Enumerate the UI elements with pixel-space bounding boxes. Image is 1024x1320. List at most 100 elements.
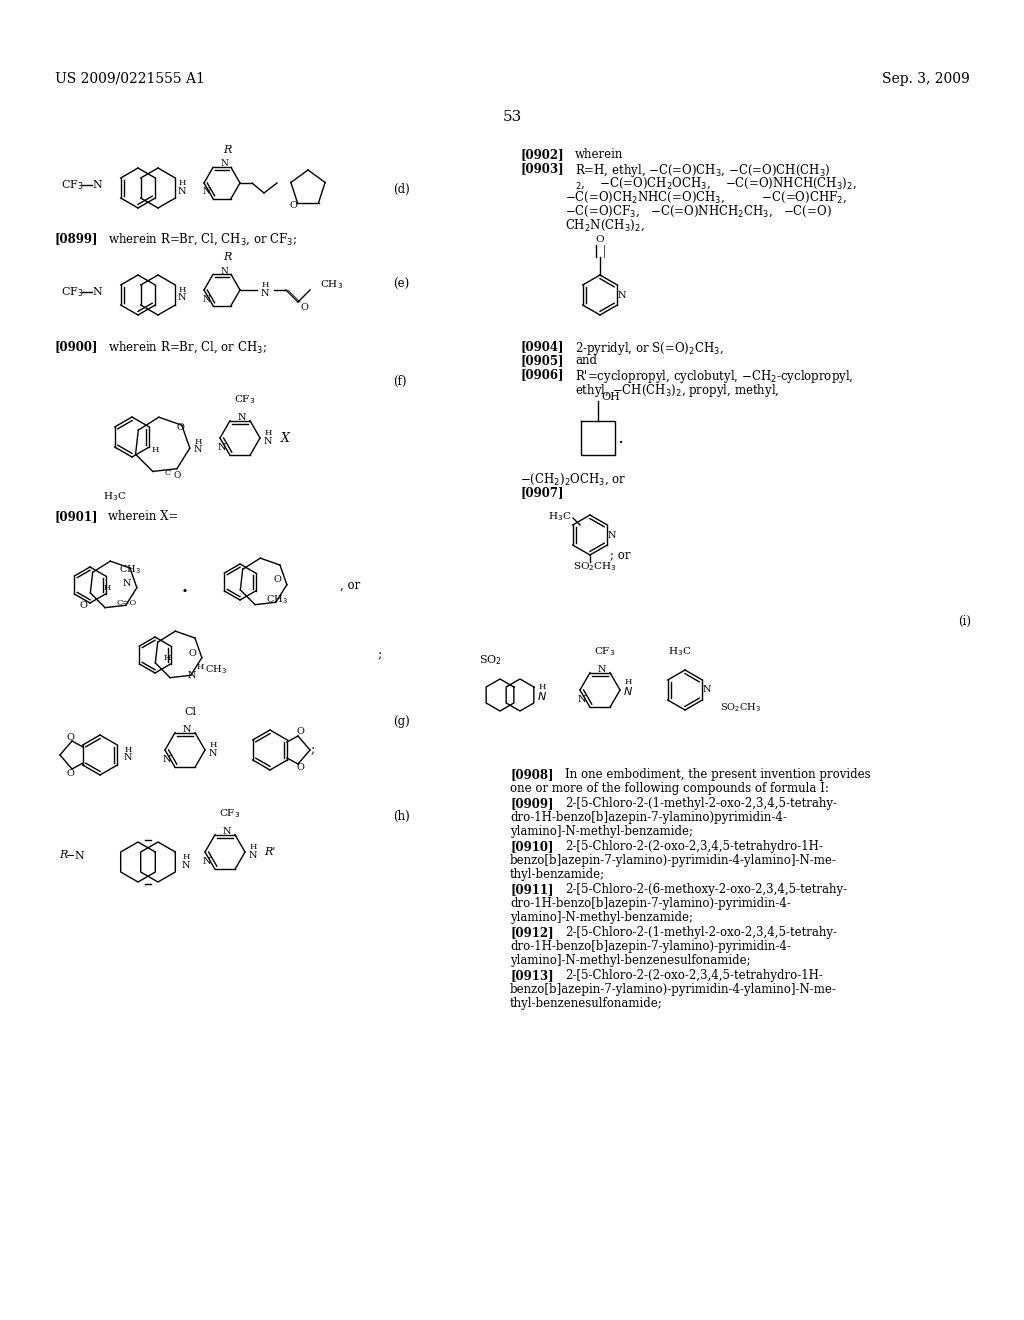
Text: [0902]: [0902] xyxy=(520,148,563,161)
Text: O: O xyxy=(67,768,74,777)
Text: O: O xyxy=(300,304,308,313)
Text: N: N xyxy=(220,267,228,276)
Text: $\underset{}{N}$: $\underset{}{N}$ xyxy=(537,690,547,700)
Text: H: H xyxy=(209,741,217,748)
Text: [0899]: [0899] xyxy=(55,232,98,246)
Text: H: H xyxy=(625,678,632,686)
Text: (g): (g) xyxy=(393,715,410,729)
Text: In one embodiment, the present invention provides: In one embodiment, the present invention… xyxy=(565,768,870,781)
Text: [0905]: [0905] xyxy=(520,354,563,367)
Text: H: H xyxy=(178,180,185,187)
Text: CH$_3$: CH$_3$ xyxy=(205,664,227,676)
Text: N: N xyxy=(181,861,190,870)
Text: H: H xyxy=(124,746,132,754)
Text: R: R xyxy=(58,850,68,861)
Text: (f): (f) xyxy=(393,375,407,388)
Text: N: N xyxy=(598,664,606,673)
Text: CF$_3$: CF$_3$ xyxy=(594,645,615,659)
Text: $-$C(=O)CF$_3$,   $-$C(=O)NHCH$_2$CH$_3$,   $-$C(=O): $-$C(=O)CF$_3$, $-$C(=O)NHCH$_2$CH$_3$, … xyxy=(565,205,831,219)
Text: ; or: ; or xyxy=(610,548,631,561)
Text: ethyl, $-$CH(CH$_3$)$_2$, propyl, methyl,: ethyl, $-$CH(CH$_3$)$_2$, propyl, methyl… xyxy=(575,381,779,399)
Text: $_2$,    $-$C(=O)CH$_2$OCH$_3$,    $-$C(=O)NHCH(CH$_3$)$_2$,: $_2$, $-$C(=O)CH$_2$OCH$_3$, $-$C(=O)NHC… xyxy=(575,176,857,191)
Text: X: X xyxy=(281,432,290,445)
Text: N: N xyxy=(209,748,217,758)
Text: O: O xyxy=(188,648,196,657)
Text: benzo[b]azepin-7-ylamino)-pyrimidin-4-ylamino]-N-me-: benzo[b]azepin-7-ylamino)-pyrimidin-4-yl… xyxy=(510,983,837,997)
Text: 2-pyridyl, or S(=O)$_2$CH$_3$,: 2-pyridyl, or S(=O)$_2$CH$_3$, xyxy=(575,341,724,356)
Text: US 2009/0221555 A1: US 2009/0221555 A1 xyxy=(55,73,205,86)
Text: H$_3$C: H$_3$C xyxy=(103,491,127,503)
Text: H: H xyxy=(152,446,159,454)
Text: wherein R=Br, Cl, CH$_3$, or CF$_3$;: wherein R=Br, Cl, CH$_3$, or CF$_3$; xyxy=(108,232,297,247)
Text: [0911]: [0911] xyxy=(510,883,554,896)
Text: (i): (i) xyxy=(958,615,971,628)
Text: C: C xyxy=(165,469,171,477)
Text: R': R' xyxy=(264,847,275,857)
Text: N: N xyxy=(218,444,226,453)
Text: and: and xyxy=(575,354,597,367)
Text: N: N xyxy=(187,671,197,680)
Text: H: H xyxy=(261,281,268,289)
Text: H: H xyxy=(197,663,204,671)
Text: H: H xyxy=(182,853,189,861)
Text: CF$_3$: CF$_3$ xyxy=(60,178,83,191)
Text: O: O xyxy=(596,235,604,244)
Text: benzo[b]azepin-7-ylamino)-pyrimidin-4-ylamino]-N-me-: benzo[b]azepin-7-ylamino)-pyrimidin-4-yl… xyxy=(510,854,837,867)
Text: H: H xyxy=(163,653,171,663)
Text: CH$_3$: CH$_3$ xyxy=(319,279,343,292)
Text: O: O xyxy=(296,727,304,737)
Text: 2-[5-Chloro-2-(1-methyl-2-oxo-2,3,4,5-tetrahy-: 2-[5-Chloro-2-(1-methyl-2-oxo-2,3,4,5-te… xyxy=(565,797,837,810)
Text: dro-1H-benzo[b]azepin-7-ylamino)pyrimidin-4-: dro-1H-benzo[b]azepin-7-ylamino)pyrimidi… xyxy=(510,810,786,824)
Text: ylamino]-N-methyl-benzenesulfonamide;: ylamino]-N-methyl-benzenesulfonamide; xyxy=(510,954,751,968)
Text: Cl: Cl xyxy=(184,708,196,717)
Text: ylamino]-N-methyl-benzamide;: ylamino]-N-methyl-benzamide; xyxy=(510,911,693,924)
Text: [0910]: [0910] xyxy=(510,840,554,853)
Text: H: H xyxy=(195,438,202,446)
Text: SO$_2$CH$_3$: SO$_2$CH$_3$ xyxy=(720,702,761,714)
Text: N: N xyxy=(220,160,228,169)
Text: $-$N: $-$N xyxy=(65,849,85,861)
Text: wherein R=Br, Cl, or CH$_3$;: wherein R=Br, Cl, or CH$_3$; xyxy=(108,341,267,355)
Text: O: O xyxy=(67,733,74,742)
Text: CF$_3$: CF$_3$ xyxy=(234,393,256,407)
Text: SO$_2$: SO$_2$ xyxy=(478,653,502,667)
Text: dro-1H-benzo[b]azepin-7-ylamino)-pyrimidin-4-: dro-1H-benzo[b]azepin-7-ylamino)-pyrimid… xyxy=(510,898,791,909)
Text: N: N xyxy=(202,294,210,304)
Text: N: N xyxy=(617,290,627,300)
Text: [0907]: [0907] xyxy=(520,486,563,499)
Text: 2-[5-Chloro-2-(2-oxo-2,3,4,5-tetrahydro-1H-: 2-[5-Chloro-2-(2-oxo-2,3,4,5-tetrahydro-… xyxy=(565,969,823,982)
Text: [0909]: [0909] xyxy=(510,797,554,810)
Text: N: N xyxy=(264,437,272,446)
Text: N: N xyxy=(92,286,101,297)
Text: ;: ; xyxy=(378,648,382,661)
Text: 2-[5-Chloro-2-(6-methoxy-2-oxo-2,3,4,5-tetrahy-: 2-[5-Chloro-2-(6-methoxy-2-oxo-2,3,4,5-t… xyxy=(565,883,847,896)
Text: .: . xyxy=(181,573,189,597)
Text: (h): (h) xyxy=(393,810,410,822)
Text: $\underset{}{N}$: $\underset{}{N}$ xyxy=(623,685,633,696)
Text: N: N xyxy=(249,850,257,859)
Text: C=O: C=O xyxy=(117,599,137,607)
Text: N: N xyxy=(202,187,210,197)
Text: N: N xyxy=(182,725,191,734)
Text: N: N xyxy=(608,531,616,540)
Text: O: O xyxy=(296,763,304,772)
Text: O: O xyxy=(176,422,184,432)
Text: N: N xyxy=(124,754,132,763)
Text: [0912]: [0912] xyxy=(510,927,554,939)
Text: [0908]: [0908] xyxy=(510,768,554,781)
Text: dro-1H-benzo[b]azepin-7-ylamino)-pyrimidin-4-: dro-1H-benzo[b]azepin-7-ylamino)-pyrimid… xyxy=(510,940,791,953)
Text: ylamino]-N-methyl-benzamide;: ylamino]-N-methyl-benzamide; xyxy=(510,825,693,838)
Text: H$_3$C: H$_3$C xyxy=(669,645,691,659)
Text: thyl-benzenesulfonamide;: thyl-benzenesulfonamide; xyxy=(510,997,663,1010)
Text: 2-[5-Chloro-2-(1-methyl-2-oxo-2,3,4,5-tetrahy-: 2-[5-Chloro-2-(1-methyl-2-oxo-2,3,4,5-te… xyxy=(565,927,837,939)
Text: 2-[5-Chloro-2-(2-oxo-2,3,4,5-tetrahydro-1H-: 2-[5-Chloro-2-(2-oxo-2,3,4,5-tetrahydro-… xyxy=(565,840,823,853)
Text: CF$_3$: CF$_3$ xyxy=(219,808,241,821)
Text: O: O xyxy=(174,470,181,479)
Text: wherein: wherein xyxy=(575,148,624,161)
Text: R'=cyclopropyl, cyclobutyl, $-$CH$_2$-cyclopropyl,: R'=cyclopropyl, cyclobutyl, $-$CH$_2$-cy… xyxy=(575,368,854,385)
Text: thyl-benzamide;: thyl-benzamide; xyxy=(510,869,605,880)
Text: O: O xyxy=(273,576,281,585)
Text: N: N xyxy=(702,685,712,694)
Text: [0903]: [0903] xyxy=(520,162,563,176)
Text: SO$_2$CH$_3$: SO$_2$CH$_3$ xyxy=(573,561,616,573)
